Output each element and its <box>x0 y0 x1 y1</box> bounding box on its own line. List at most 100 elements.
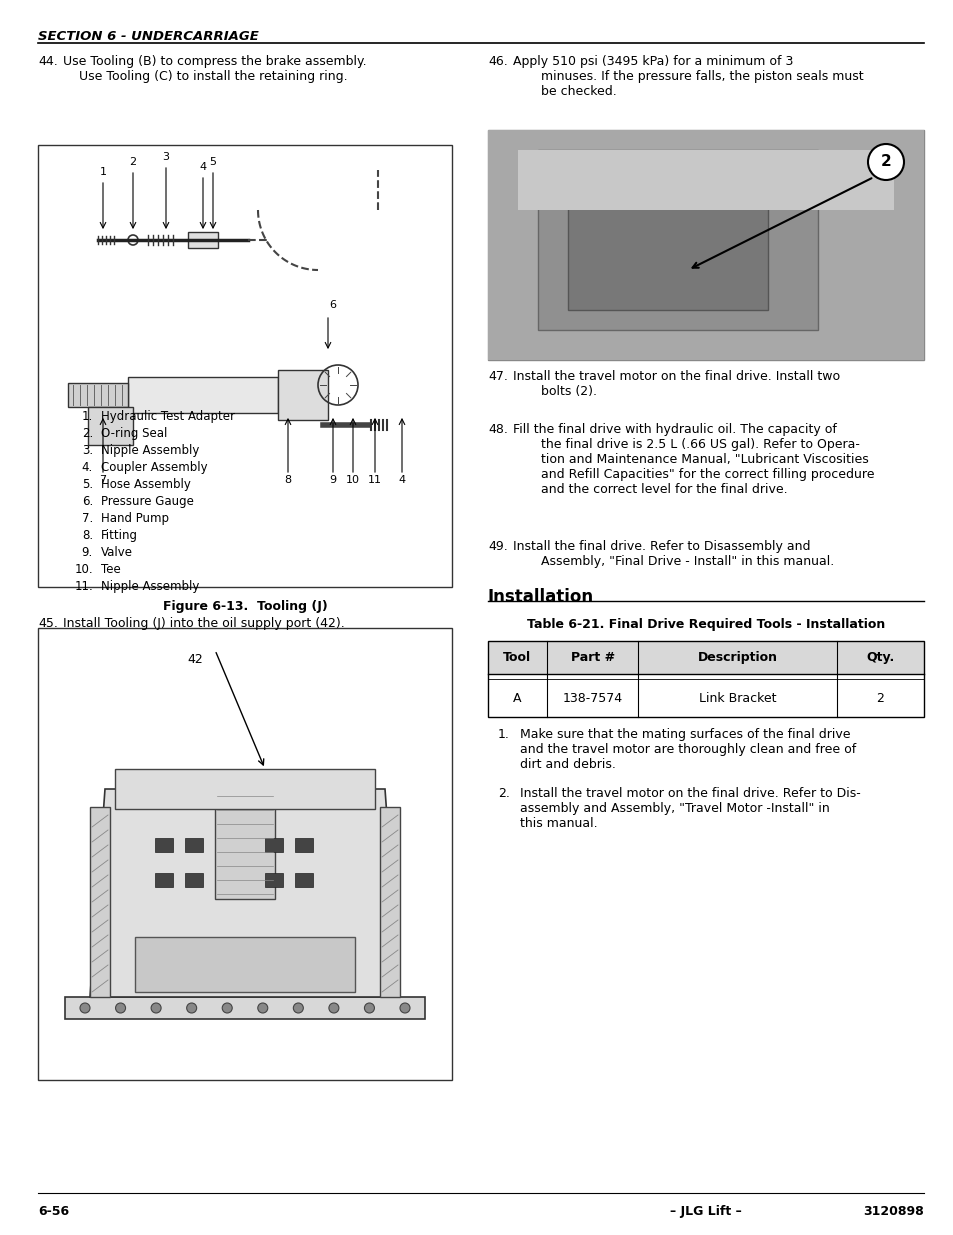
Text: 42: 42 <box>187 653 203 666</box>
Bar <box>188 232 218 248</box>
Text: 6-56: 6-56 <box>38 1205 69 1218</box>
Text: Fill the final drive with hydraulic oil. The capacity of
       the final drive : Fill the final drive with hydraulic oil.… <box>513 424 874 496</box>
Text: 9.: 9. <box>82 546 92 559</box>
Text: Hydraulic Test Adapter: Hydraulic Test Adapter <box>101 410 234 424</box>
Text: 7.: 7. <box>82 513 92 525</box>
Text: 46.: 46. <box>488 56 507 68</box>
Text: Fitting: Fitting <box>101 530 138 542</box>
Circle shape <box>187 1003 196 1013</box>
Bar <box>517 149 893 210</box>
Text: Make sure that the mating surfaces of the final drive
and the travel motor are t: Make sure that the mating surfaces of th… <box>519 727 856 771</box>
Text: Figure 6-13.  Tooling (J): Figure 6-13. Tooling (J) <box>162 600 327 613</box>
Bar <box>294 873 313 887</box>
Text: 9: 9 <box>329 475 336 485</box>
Text: 48.: 48. <box>488 424 507 436</box>
Text: Description: Description <box>697 651 777 664</box>
Text: Pressure Gauge: Pressure Gauge <box>101 495 193 508</box>
Bar <box>265 839 283 852</box>
Bar <box>88 408 132 445</box>
Text: Table 6-21. Final Drive Required Tools - Installation: Table 6-21. Final Drive Required Tools -… <box>526 618 884 631</box>
Text: Use Tooling (B) to compress the brake assembly.
    Use Tooling (C) to install t: Use Tooling (B) to compress the brake as… <box>63 56 366 83</box>
Text: 5.: 5. <box>82 478 92 492</box>
Text: A: A <box>513 692 521 704</box>
Circle shape <box>293 1003 303 1013</box>
Circle shape <box>115 1003 126 1013</box>
Bar <box>65 997 424 1019</box>
Text: SECTION 6 - UNDERCARRIAGE: SECTION 6 - UNDERCARRIAGE <box>38 30 258 43</box>
Bar <box>488 130 923 359</box>
Bar <box>38 144 452 587</box>
Text: Coupler Assembly: Coupler Assembly <box>101 461 208 474</box>
Text: 3.: 3. <box>82 445 92 457</box>
Bar <box>135 937 355 992</box>
Text: Installation: Installation <box>488 588 594 606</box>
Text: 2.: 2. <box>82 427 92 440</box>
Bar <box>214 779 274 899</box>
Text: 8: 8 <box>284 475 292 485</box>
Text: 49.: 49. <box>488 540 507 553</box>
Circle shape <box>257 1003 268 1013</box>
Text: 45.: 45. <box>38 618 58 630</box>
Bar <box>488 641 923 718</box>
Text: – JLG Lift –: – JLG Lift – <box>669 1205 741 1218</box>
Text: Tee: Tee <box>101 563 121 577</box>
Text: Tool: Tool <box>503 651 531 664</box>
Text: 4: 4 <box>199 162 207 172</box>
Polygon shape <box>90 789 399 997</box>
Text: Hand Pump: Hand Pump <box>101 513 169 525</box>
Text: Install the travel motor on the final drive. Install two
       bolts (2).: Install the travel motor on the final dr… <box>513 370 840 398</box>
Text: O-ring Seal: O-ring Seal <box>101 427 167 440</box>
Bar <box>90 806 110 997</box>
Text: 6.: 6. <box>82 495 92 508</box>
Text: 44.: 44. <box>38 56 58 68</box>
Text: 3120898: 3120898 <box>862 1205 923 1218</box>
Bar <box>567 180 767 310</box>
Text: 11.: 11. <box>74 580 92 593</box>
Text: Hose Assembly: Hose Assembly <box>101 478 191 492</box>
Bar <box>154 873 172 887</box>
Bar <box>154 839 172 852</box>
Text: Valve: Valve <box>101 546 132 559</box>
Text: Install Tooling (J) into the oil supply port (42).: Install Tooling (J) into the oil supply … <box>63 618 344 630</box>
Text: 47.: 47. <box>488 370 507 383</box>
Bar <box>488 641 923 674</box>
Text: Install the travel motor on the final drive. Refer to Dis-
assembly and Assembly: Install the travel motor on the final dr… <box>519 787 860 830</box>
Text: 2: 2 <box>876 692 883 704</box>
Text: 1.: 1. <box>497 727 509 741</box>
Text: 5: 5 <box>210 157 216 167</box>
Text: 2: 2 <box>130 157 136 167</box>
Bar <box>488 130 923 359</box>
Text: 4.: 4. <box>82 461 92 474</box>
Text: 1: 1 <box>99 167 107 177</box>
Bar <box>294 839 313 852</box>
Bar <box>68 383 128 408</box>
Circle shape <box>399 1003 410 1013</box>
Text: 10.: 10. <box>74 563 92 577</box>
Text: Nipple Assembly: Nipple Assembly <box>101 445 199 457</box>
Bar <box>185 873 203 887</box>
Circle shape <box>80 1003 90 1013</box>
Text: 4: 4 <box>398 475 405 485</box>
Circle shape <box>329 1003 338 1013</box>
Text: 138-7574: 138-7574 <box>562 692 622 704</box>
Circle shape <box>222 1003 232 1013</box>
Bar <box>128 377 277 412</box>
Text: 6: 6 <box>329 300 336 310</box>
Text: 7: 7 <box>99 475 107 485</box>
Circle shape <box>364 1003 374 1013</box>
Text: Install the final drive. Refer to Disassembly and
       Assembly, "Final Drive : Install the final drive. Refer to Disass… <box>513 540 833 568</box>
Bar <box>379 806 399 997</box>
Bar <box>537 149 817 330</box>
Text: 10: 10 <box>346 475 359 485</box>
Text: 8.: 8. <box>82 530 92 542</box>
Text: Qty.: Qty. <box>865 651 894 664</box>
Text: Part #: Part # <box>570 651 614 664</box>
Text: 2: 2 <box>880 154 890 169</box>
Circle shape <box>151 1003 161 1013</box>
Text: 2.: 2. <box>497 787 509 800</box>
Text: Apply 510 psi (3495 kPa) for a minimum of 3
       minuses. If the pressure fall: Apply 510 psi (3495 kPa) for a minimum o… <box>513 56 862 98</box>
Text: 3: 3 <box>162 152 170 162</box>
Bar <box>115 769 375 809</box>
Text: 1.: 1. <box>82 410 92 424</box>
Text: 11: 11 <box>368 475 381 485</box>
